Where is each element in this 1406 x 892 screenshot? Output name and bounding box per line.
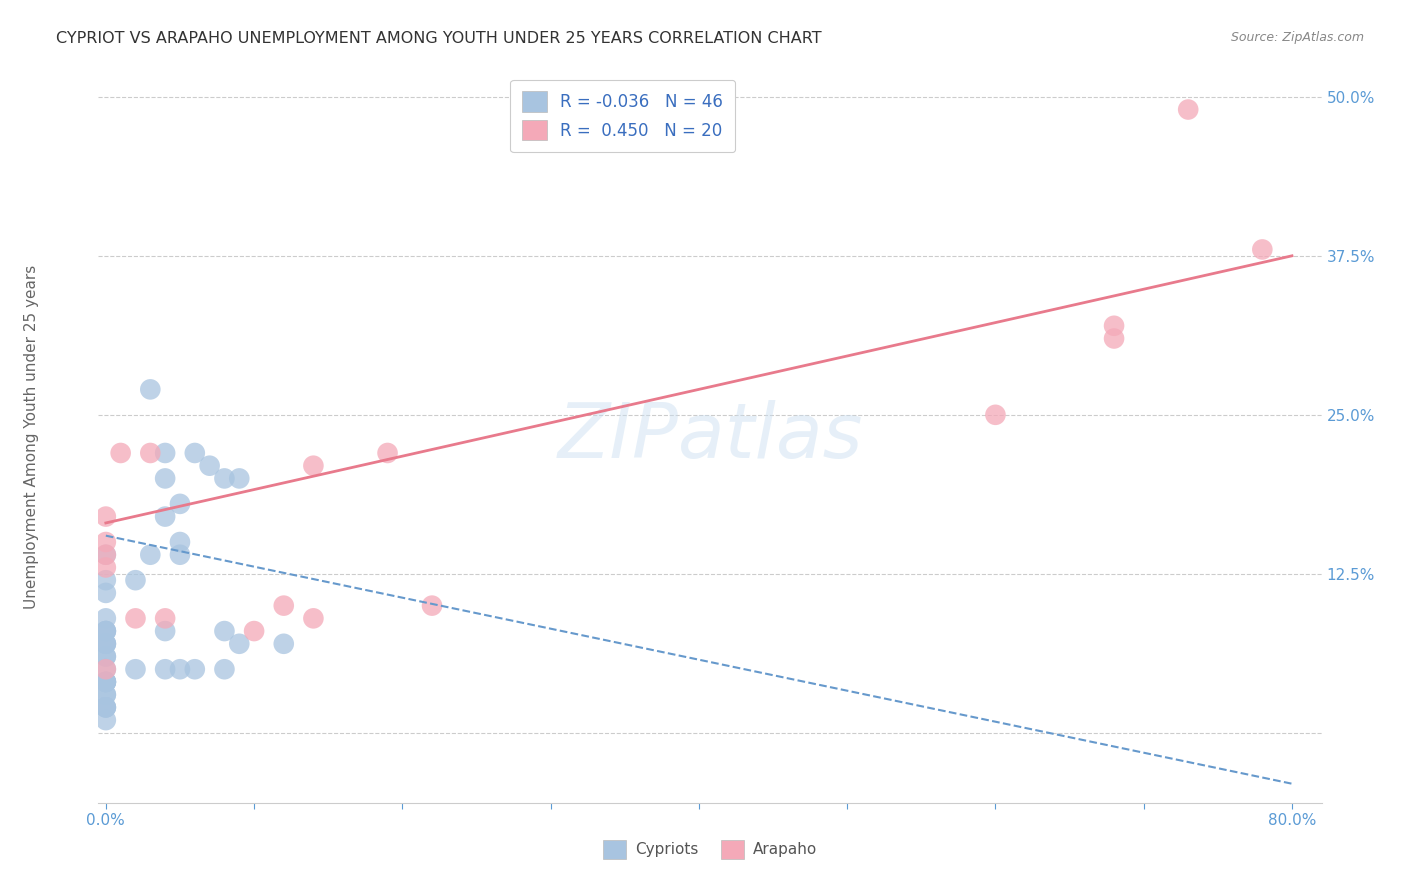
Point xyxy=(124,662,146,676)
Point xyxy=(94,700,117,714)
Point xyxy=(94,662,117,676)
Point xyxy=(124,573,146,587)
Point xyxy=(214,662,236,676)
Point xyxy=(94,675,117,690)
Point xyxy=(94,548,117,562)
Point xyxy=(1102,331,1125,345)
Legend: Cypriots, Arapaho: Cypriots, Arapaho xyxy=(596,834,824,864)
Point xyxy=(243,624,266,638)
Point xyxy=(94,649,117,664)
Point xyxy=(273,637,295,651)
Point xyxy=(94,637,117,651)
Point xyxy=(139,383,162,397)
Point xyxy=(169,497,191,511)
Point xyxy=(94,662,117,676)
Point xyxy=(214,471,236,485)
Point xyxy=(124,611,146,625)
Point xyxy=(153,509,176,524)
Point xyxy=(153,662,176,676)
Point xyxy=(94,688,117,702)
Point xyxy=(184,446,207,460)
Point xyxy=(94,611,117,625)
Point xyxy=(153,624,176,638)
Point xyxy=(184,662,207,676)
Point xyxy=(94,573,117,587)
Point xyxy=(139,548,162,562)
Point xyxy=(169,662,191,676)
Point xyxy=(169,535,191,549)
Point xyxy=(94,713,117,727)
Point xyxy=(1177,103,1199,117)
Point xyxy=(153,471,176,485)
Point xyxy=(139,446,162,460)
Point xyxy=(94,624,117,638)
Point xyxy=(94,637,117,651)
Point xyxy=(94,688,117,702)
Point xyxy=(94,624,117,638)
Point xyxy=(94,675,117,690)
Point xyxy=(94,560,117,574)
Point xyxy=(94,649,117,664)
Point xyxy=(94,700,117,714)
Point xyxy=(302,611,325,625)
Point xyxy=(273,599,295,613)
Point xyxy=(110,446,132,460)
Point xyxy=(94,675,117,690)
Point xyxy=(1251,243,1274,257)
Point xyxy=(94,700,117,714)
Point xyxy=(153,611,176,625)
Text: Source: ZipAtlas.com: Source: ZipAtlas.com xyxy=(1230,31,1364,45)
Point xyxy=(420,599,443,613)
Point xyxy=(214,624,236,638)
Point xyxy=(377,446,399,460)
Point xyxy=(198,458,221,473)
Point xyxy=(94,624,117,638)
Point xyxy=(153,446,176,460)
Point xyxy=(94,509,117,524)
Text: ZIPatlas: ZIPatlas xyxy=(557,401,863,474)
Point xyxy=(1102,318,1125,333)
Point xyxy=(228,637,250,651)
Point xyxy=(94,637,117,651)
Point xyxy=(94,548,117,562)
Point xyxy=(94,586,117,600)
Point xyxy=(169,548,191,562)
Text: Unemployment Among Youth under 25 years: Unemployment Among Youth under 25 years xyxy=(24,265,38,609)
Point xyxy=(228,471,250,485)
Text: CYPRIOT VS ARAPAHO UNEMPLOYMENT AMONG YOUTH UNDER 25 YEARS CORRELATION CHART: CYPRIOT VS ARAPAHO UNEMPLOYMENT AMONG YO… xyxy=(56,31,823,46)
Point xyxy=(94,675,117,690)
Point xyxy=(94,675,117,690)
Point xyxy=(984,408,1007,422)
Point xyxy=(302,458,325,473)
Point xyxy=(94,535,117,549)
